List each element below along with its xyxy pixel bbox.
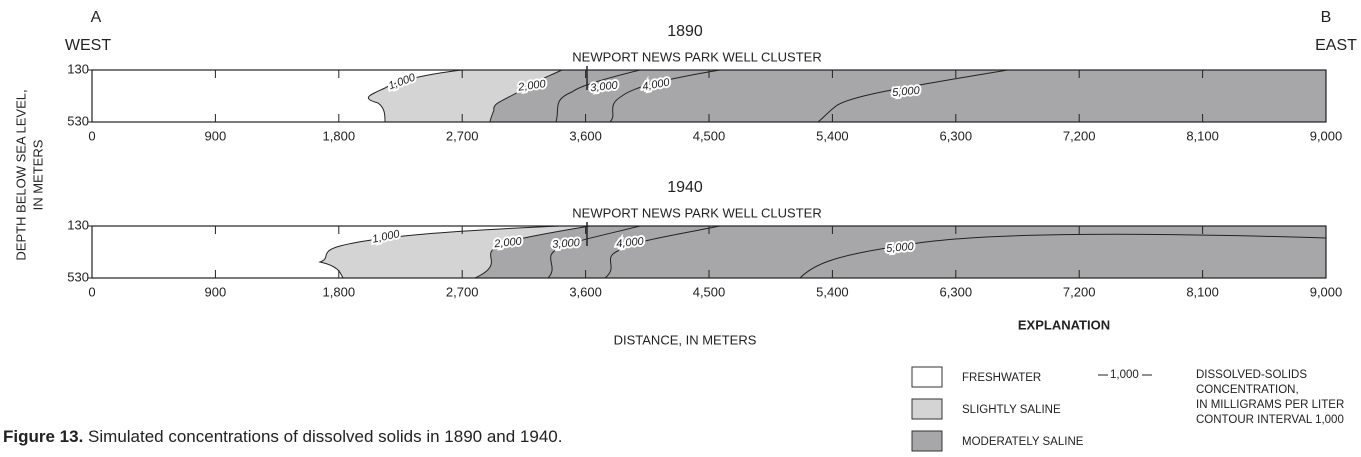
x-tick-label: 8,100	[1186, 128, 1219, 143]
section-letter: A	[91, 9, 102, 26]
x-axis-label: DISTANCE, IN METERS	[614, 332, 757, 347]
contour-label: 5,000	[886, 241, 915, 255]
contour-line	[609, 69, 721, 123]
contour-line	[367, 69, 463, 123]
panel-title: 1940	[667, 179, 703, 196]
panel-subtitle: NEWPORT NEWS PARK WELL CLUSTER	[572, 205, 821, 220]
x-tick-label: 900	[205, 284, 227, 299]
contour-line	[474, 225, 591, 279]
legend-contour-text: CONCENTRATION,	[1196, 384, 1299, 396]
direction: EAST	[1315, 37, 1357, 54]
contour-line	[489, 69, 563, 123]
legend-label: SLIGHTLY SALINE	[962, 404, 1061, 416]
moderately-saline-zone	[475, 226, 1326, 278]
caption: Figure 13. Simulated concentrations of d…	[3, 427, 562, 446]
caption-label: Figure 13.	[3, 427, 83, 446]
x-tick-label: 4,500	[693, 128, 726, 143]
x-tick-label: 5,400	[816, 284, 849, 299]
x-tick-label: 2,700	[446, 284, 479, 299]
panel-title: 1890	[667, 23, 703, 40]
legend-contour-text: IN MILLIGRAMS PER LITER	[1196, 399, 1344, 411]
section-plot: 1,000 2,000 3,000 4,000 5,000	[91, 225, 1327, 279]
legend-swatch	[911, 398, 943, 420]
legend-contour-text: CONTOUR INTERVAL 1,000	[1196, 414, 1344, 426]
legend-label: MODERATELY SALINE	[962, 436, 1084, 448]
x-tick-label: 0	[88, 284, 95, 299]
contour-label: 2,000	[493, 235, 524, 250]
y-axis-label-line: IN METERS	[30, 139, 45, 210]
y-axis-label-line: DEPTH BELOW SEA LEVEL,	[13, 89, 28, 260]
section-letter: B	[1321, 9, 1332, 26]
panel-subtitle: NEWPORT NEWS PARK WELL CLUSTER	[572, 49, 821, 64]
x-tick-label: 6,300	[940, 128, 973, 143]
x-tick-label: 6,300	[940, 284, 973, 299]
contour-label: 3,000	[590, 79, 620, 94]
legend-contour-text: DISSOLVED-SOLIDS	[1196, 369, 1307, 381]
contour-sample-label: 1,000	[1110, 369, 1139, 381]
x-tick-label: 1,800	[323, 128, 356, 143]
x-tick-label: 4,500	[693, 284, 726, 299]
x-tick-label: 9,000	[1310, 128, 1343, 143]
x-tick-label: 3,600	[569, 128, 602, 143]
x-tick-label: 9,000	[1310, 284, 1343, 299]
contour-line	[604, 225, 721, 279]
legend-swatch	[911, 366, 943, 388]
direction: WEST	[65, 37, 111, 54]
x-tick-label: 7,200	[1063, 284, 1096, 299]
caption-text: Simulated concentrations of dissolved so…	[83, 427, 562, 446]
contour-line	[547, 225, 641, 279]
legend-swatch	[911, 430, 943, 452]
contour-line	[817, 69, 1009, 123]
contour-label: 4,000	[641, 76, 671, 93]
x-tick-label: 8,100	[1186, 284, 1219, 299]
contour-line	[318, 225, 561, 279]
contour-label: 5,000	[892, 85, 921, 99]
moderately-saline-zone	[490, 70, 1326, 122]
y-tick-label: 130	[67, 217, 89, 232]
x-tick-label: 2,700	[446, 128, 479, 143]
y-axis-label: DEPTH BELOW SEA LEVEL, IN METERS	[13, 89, 45, 260]
x-tick-label: 0	[88, 128, 95, 143]
x-tick-label: 7,200	[1063, 128, 1096, 143]
x-tick-label: 3,600	[569, 284, 602, 299]
x-tick-label: 1,800	[323, 284, 356, 299]
y-tick-label: 130	[67, 61, 89, 76]
legend-label: FRESHWATER	[962, 372, 1041, 384]
contour-line	[555, 69, 641, 123]
x-tick-label: 5,400	[816, 128, 849, 143]
contour-label: 3,000	[552, 237, 581, 251]
contour-label: 4,000	[616, 235, 646, 250]
y-tick-label: 530	[67, 113, 89, 128]
contour-line	[799, 233, 1327, 279]
legend-title: EXPLANATION	[1018, 317, 1110, 332]
x-tick-label: 900	[205, 128, 227, 143]
section-plot: 1,000 2,000 3,000 4,000 5,000	[91, 69, 1327, 123]
y-tick-label: 530	[67, 269, 89, 284]
